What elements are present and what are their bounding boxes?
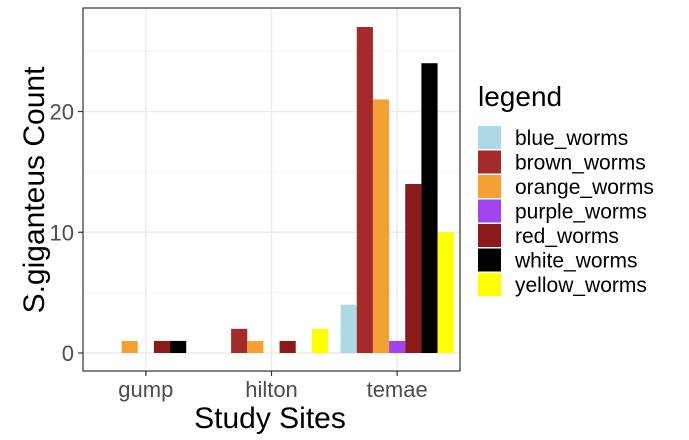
- bar-temae-blue_worms: [340, 304, 357, 353]
- bar-temae-white_worms: [421, 63, 438, 353]
- bar-hilton-red_worms: [279, 340, 296, 353]
- bar-gump-red_worms: [153, 340, 171, 353]
- x-tick-label: hilton: [245, 377, 298, 402]
- legend-label-yellow_worms: yellow_worms: [515, 274, 647, 297]
- bars: [121, 27, 454, 353]
- bar-gump-orange_worms: [121, 340, 138, 353]
- legend-title: legend: [478, 81, 562, 112]
- bar-hilton-yellow_worms: [311, 328, 329, 353]
- legend-key-blue_worms: [478, 126, 501, 149]
- bar-hilton-orange_worms: [247, 340, 264, 353]
- legend-key-purple_worms: [478, 199, 501, 223]
- bar-temae-purple_worms: [389, 340, 406, 353]
- legend-label-blue_worms: blue_worms: [515, 127, 628, 150]
- legend-key-yellow_worms: [478, 273, 501, 296]
- bar-temae-orange_worms: [372, 99, 390, 353]
- legend-label-brown_worms: brown_worms: [515, 152, 646, 175]
- x-tick-label: temae: [367, 377, 428, 402]
- grid-lines: [83, 8, 460, 371]
- bar-temae-yellow_worms: [437, 232, 454, 353]
- legend-key-red_worms: [478, 224, 501, 247]
- legend-items: blue_wormsbrown_wormsorange_wormspurple_…: [478, 126, 654, 297]
- bar-temae-red_worms: [405, 183, 422, 353]
- y-tick-label: 20: [50, 100, 74, 125]
- legend-key-white_worms: [478, 248, 501, 272]
- legend-label-white_worms: white_worms: [514, 250, 638, 273]
- bar-gump-white_worms: [170, 340, 187, 353]
- y-axis: 0 10 20: [50, 100, 83, 366]
- bar-temae-brown_worms: [356, 27, 373, 353]
- bar-hilton-brown_worms: [231, 328, 248, 353]
- legend-key-orange_worms: [478, 175, 501, 198]
- y-axis-title: S.giganteus Count: [18, 66, 51, 314]
- y-tick-label: 0: [62, 341, 74, 366]
- x-tick-label: gump: [118, 377, 173, 402]
- y-tick-label: 10: [50, 220, 74, 245]
- legend-label-red_worms: red_worms: [515, 225, 619, 248]
- legend-key-brown_worms: [478, 150, 501, 174]
- x-axis-title: Study Sites: [194, 402, 346, 435]
- legend: legend blue_wormsbrown_wormsorange_worms…: [478, 81, 654, 297]
- legend-label-orange_worms: orange_worms: [515, 176, 654, 199]
- legend-label-purple_worms: purple_worms: [515, 201, 647, 224]
- x-axis: gump hilton temae: [118, 371, 428, 402]
